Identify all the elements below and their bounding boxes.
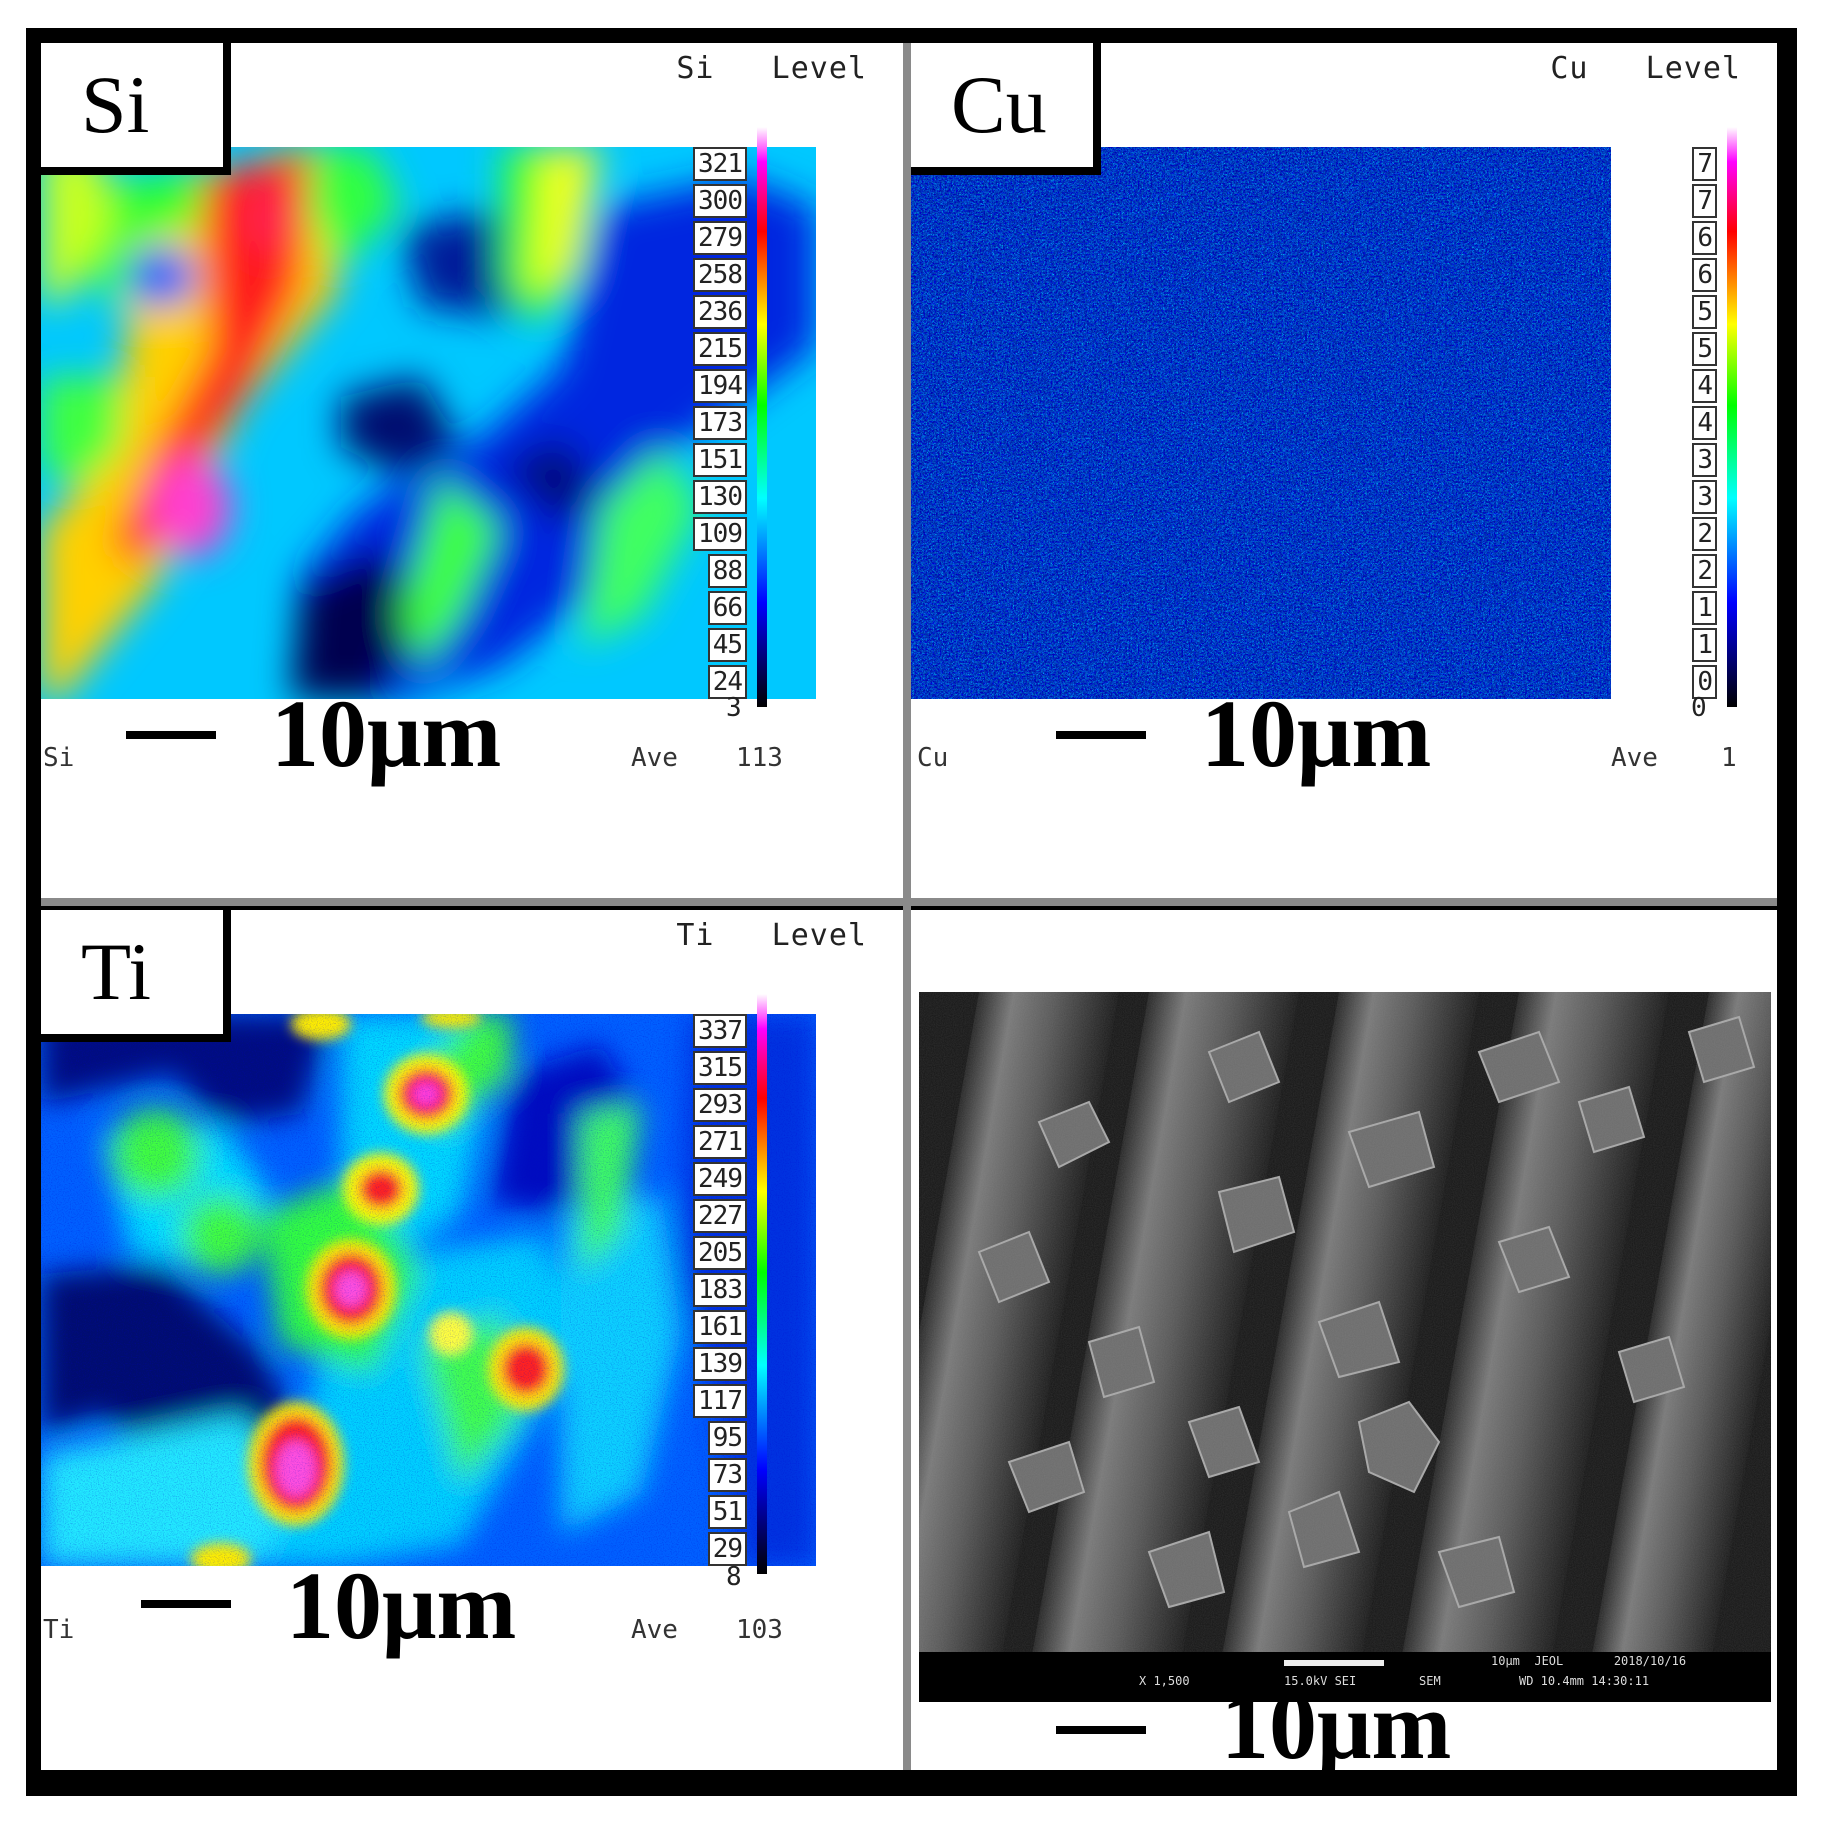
cu-map-panel: Cu Level Cu 7 7 6 6 5 5 4 4 3 3 2 2 1 1 … <box>911 43 1777 898</box>
ti-element-label: Ti <box>41 910 231 1042</box>
si-tick-label: 236 <box>693 295 747 329</box>
ti-tick-labels: 337 315 293 271 249 227 205 183 161 139 … <box>681 1014 747 1574</box>
si-tick-label: 279 <box>693 221 747 255</box>
cu-ave-value: 1 <box>1721 743 1737 773</box>
ti-tick-label: 51 <box>707 1495 747 1529</box>
ti-tick-label: 293 <box>693 1088 747 1122</box>
cu-tick-label: 7 <box>1692 147 1717 181</box>
cu-level-header: Cu Level <box>1550 51 1741 86</box>
cu-tick-label: 4 <box>1692 369 1717 403</box>
sem-voltage: 15.0kV SEI <box>1284 1674 1357 1688</box>
sem-info-bar: 10μm JEOL 2018/10/16 X 1,500 15.0kV SEI … <box>919 1652 1771 1702</box>
si-ave-label: Ave <box>631 743 678 773</box>
cu-tick-label: 4 <box>1692 406 1717 440</box>
vertical-divider <box>903 43 911 1770</box>
ti-tick-label: 315 <box>693 1051 747 1085</box>
sem-scale-text: 10μm <box>1221 1672 1452 1770</box>
si-tick-label: 88 <box>707 554 747 588</box>
si-tick-label: 300 <box>693 184 747 218</box>
si-tick-label: 215 <box>693 332 747 366</box>
cu-scale-text: 10μm <box>1201 680 1432 787</box>
sem-working-distance: WD 10.4mm 14:30:11 <box>1519 1674 1650 1688</box>
si-tick-min: 3 <box>726 693 742 723</box>
ti-tick-min: 8 <box>726 1562 742 1592</box>
si-tick-label: 66 <box>707 591 747 625</box>
cu-tick-min: 0 <box>1691 693 1707 723</box>
si-tick-label: 24 <box>707 665 747 699</box>
ti-level-header: Ti Level <box>676 918 867 953</box>
si-elemental-map <box>41 147 816 699</box>
ti-scale-bar <box>141 1600 231 1608</box>
ti-map-panel: Ti Level Ti 337 315 293 271 249 227 205 … <box>41 910 903 1770</box>
sem-scale-bar <box>1056 1726 1146 1734</box>
sem-image-panel: 10μm JEOL 2018/10/16 X 1,500 15.0kV SEI … <box>911 910 1777 1770</box>
cu-color-scale-bar <box>1727 127 1737 707</box>
cu-element-label: Cu <box>911 43 1101 175</box>
ti-tick-label: 249 <box>693 1162 747 1196</box>
ti-tick-label: 183 <box>693 1273 747 1307</box>
si-ave-value: 113 <box>736 743 783 773</box>
ti-ave-value: 103 <box>736 1615 783 1645</box>
cu-corner-label: Cu <box>917 743 949 773</box>
cu-tick-label: 3 <box>1692 480 1717 514</box>
si-scale-text: 10μm <box>271 680 502 787</box>
ti-tick-label: 161 <box>693 1310 747 1344</box>
si-color-scale-bar <box>757 127 767 707</box>
cu-tick-labels: 7 7 6 6 5 5 4 4 3 3 2 2 1 1 0 <box>1677 147 1717 707</box>
ti-tick-label: 337 <box>693 1014 747 1048</box>
cu-elemental-map <box>911 147 1611 699</box>
ti-tick-label: 117 <box>693 1384 747 1418</box>
si-corner-label: Si <box>43 743 75 773</box>
si-tick-labels: 321 300 279 258 236 215 194 173 151 130 … <box>681 147 747 707</box>
horizontal-divider <box>41 898 1777 906</box>
ti-scale-text: 10μm <box>286 1552 517 1659</box>
si-tick-label: 151 <box>693 443 747 477</box>
cu-tick-label: 5 <box>1692 295 1717 329</box>
cu-tick-label: 1 <box>1692 628 1717 662</box>
cu-tick-label: 2 <box>1692 554 1717 588</box>
cu-tick-label: 6 <box>1692 258 1717 292</box>
cu-tick-label: 0 <box>1692 665 1717 699</box>
si-tick-label: 321 <box>693 147 747 181</box>
sem-magnification: X 1,500 <box>1139 1674 1190 1688</box>
si-level-header: Si Level <box>676 51 867 86</box>
si-tick-label: 173 <box>693 406 747 440</box>
ti-tick-label: 139 <box>693 1347 747 1381</box>
ti-tick-label: 73 <box>707 1458 747 1492</box>
sem-info-line1: 10μm JEOL 2018/10/16 <box>1491 1654 1687 1668</box>
cu-tick-label: 1 <box>1692 591 1717 625</box>
ti-elemental-map <box>41 1014 816 1566</box>
si-tick-label: 258 <box>693 258 747 292</box>
ti-tick-label: 95 <box>707 1421 747 1455</box>
cu-tick-label: 2 <box>1692 517 1717 551</box>
si-tick-label: 194 <box>693 369 747 403</box>
cu-tick-label: 7 <box>1692 184 1717 218</box>
cu-scale-bar <box>1056 731 1146 739</box>
si-tick-label: 45 <box>707 628 747 662</box>
ti-tick-label: 29 <box>707 1532 747 1566</box>
sem-mode: SEM <box>1419 1674 1441 1688</box>
cu-ave-label: Ave <box>1611 743 1658 773</box>
ti-color-scale-bar <box>757 994 767 1574</box>
si-element-label: Si <box>41 43 231 175</box>
sem-internal-scale-bar <box>1284 1660 1384 1666</box>
si-scale-bar <box>126 731 216 739</box>
ti-tick-label: 205 <box>693 1236 747 1270</box>
cu-tick-label: 6 <box>1692 221 1717 255</box>
sem-micrograph <box>919 992 1771 1702</box>
si-tick-label: 109 <box>693 517 747 551</box>
ti-corner-label: Ti <box>43 1615 75 1645</box>
ti-tick-label: 271 <box>693 1125 747 1159</box>
ti-ave-label: Ave <box>631 1615 678 1645</box>
si-map-panel: Si Level Si 321 300 279 258 236 215 194 … <box>41 43 903 898</box>
si-tick-label: 130 <box>693 480 747 514</box>
cu-tick-label: 3 <box>1692 443 1717 477</box>
cu-tick-label: 5 <box>1692 332 1717 366</box>
ti-tick-label: 227 <box>693 1199 747 1233</box>
